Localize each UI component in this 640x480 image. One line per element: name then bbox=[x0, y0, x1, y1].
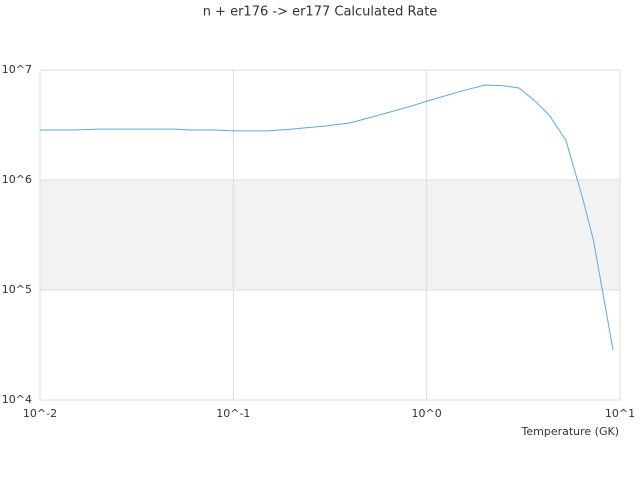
x-tick-label: 10^-2 bbox=[23, 407, 57, 420]
plot-band bbox=[40, 180, 620, 290]
y-tick-label: 10^7 bbox=[2, 63, 32, 76]
y-tick-label: 10^5 bbox=[2, 283, 32, 296]
chart-title: n + er176 -> er177 Calculated Rate bbox=[203, 5, 438, 20]
x-tick-label: 10^-1 bbox=[216, 407, 250, 420]
y-tick-label: 10^4 bbox=[2, 393, 32, 406]
x-tick-label: 10^0 bbox=[412, 407, 442, 420]
y-tick-label: 10^6 bbox=[2, 173, 32, 186]
x-axis-label: Temperature (GK) bbox=[521, 425, 620, 438]
x-tick-label: 10^1 bbox=[605, 407, 635, 420]
data-line bbox=[40, 84, 614, 351]
